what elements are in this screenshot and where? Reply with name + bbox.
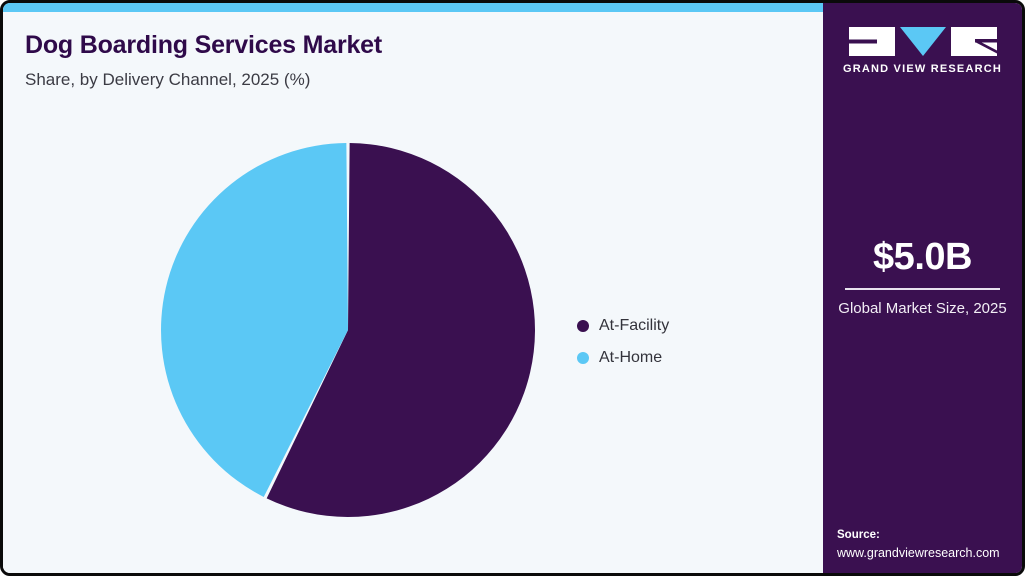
pie-slice-at-facility[interactable] xyxy=(266,143,536,518)
source-url[interactable]: www.grandviewresearch.com xyxy=(837,545,1000,560)
pie-chart: At-Facility At-Home xyxy=(3,12,823,573)
source-label: Source: xyxy=(837,528,880,541)
logo-r-icon xyxy=(950,27,997,56)
stat-divider xyxy=(845,287,1000,290)
legend-label-at-home: At-Home xyxy=(599,349,663,366)
legend-label-at-facility: At-Facility xyxy=(599,317,670,334)
chart-legend: At-Facility At-Home xyxy=(577,310,787,374)
brand-side-panel: GRAND VIEW RESEARCH $5.0B Global Market … xyxy=(823,3,1022,573)
accent-top-strip xyxy=(3,3,823,12)
source-credit: Source: www.grandviewresearch.com xyxy=(837,527,1017,562)
brand-name: GRAND VIEW RESEARCH xyxy=(842,63,1003,75)
page-title: Dog Boarding Services Market xyxy=(25,31,383,59)
pie-svg xyxy=(161,143,536,518)
legend-item-at-facility[interactable]: At-Facility xyxy=(577,310,787,342)
brand-logo: GRAND VIEW RESEARCH xyxy=(823,27,1022,75)
logo-g-icon xyxy=(848,27,895,56)
logo-marks xyxy=(823,27,1022,56)
legend-swatch-at-home xyxy=(577,352,589,364)
pie-slice-at-home[interactable] xyxy=(161,143,348,497)
stat-value: $5.0B xyxy=(873,236,972,278)
stat-caption: Global Market Size, 2025 xyxy=(838,299,1007,317)
logo-v-triangle-icon xyxy=(899,27,946,56)
page-subtitle: Share, by Delivery Channel, 2025 (%) xyxy=(25,70,311,89)
legend-swatch-at-facility xyxy=(577,320,589,332)
legend-item-at-home[interactable]: At-Home xyxy=(577,342,787,374)
chart-pane: Dog Boarding Services Market Share, by D… xyxy=(3,12,823,573)
market-size-stat: $5.0B Global Market Size, 2025 xyxy=(823,236,1022,319)
pie-graphic xyxy=(160,142,536,518)
